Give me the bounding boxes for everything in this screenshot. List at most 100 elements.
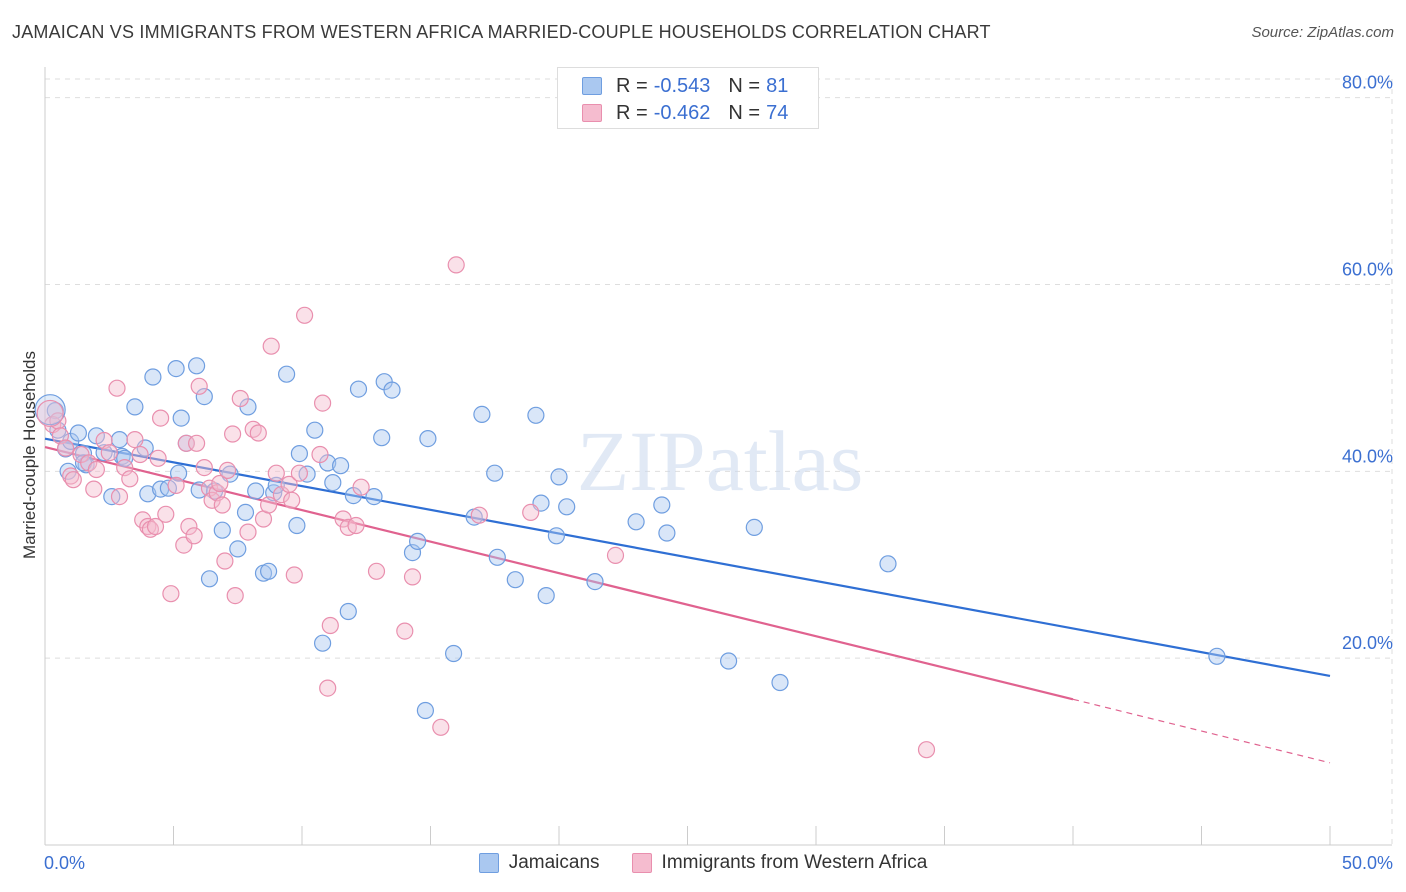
point-western-africa [314, 394, 332, 412]
point-jamaican [719, 652, 738, 670]
point-jamaican [771, 673, 789, 692]
y-tick-label: 40.0% [1342, 446, 1393, 466]
point-western-africa [216, 552, 234, 570]
legend-item-jamaicans[interactable]: Jamaicans [478, 852, 600, 874]
point-jamaican [229, 540, 247, 558]
blue-swatch [478, 853, 499, 873]
point-jamaican [260, 562, 278, 580]
legend-item-western-africa[interactable]: Immigrants from Western Africa [631, 852, 928, 874]
point-western-africa [285, 566, 303, 584]
point-jamaican [409, 532, 427, 551]
point-jamaican [879, 555, 897, 573]
point-western-africa [211, 474, 229, 493]
point-western-africa [131, 445, 149, 464]
point-western-africa [167, 476, 185, 494]
point-jamaican [627, 513, 645, 531]
point-western-africa [260, 496, 278, 514]
point-jamaican [1208, 647, 1226, 665]
point-western-africa [249, 424, 267, 442]
point-jamaican [95, 444, 113, 462]
point-jamaican [537, 586, 555, 605]
point-western-africa [239, 523, 257, 541]
pink-swatch [582, 104, 602, 122]
watermark: ZIPatlas [577, 413, 864, 509]
point-jamaican [278, 365, 296, 383]
y-axis-label: Married-couple Households [20, 351, 39, 559]
point-western-africa [149, 449, 167, 467]
point-western-africa [319, 679, 337, 697]
stats-legend: R = -0.543 N = 81 R = -0.462 N = 74 [557, 67, 819, 129]
point-western-africa [224, 425, 242, 443]
y-tick-label: 60.0% [1342, 260, 1393, 280]
point-jamaican [306, 421, 324, 439]
point-western-africa [87, 460, 106, 479]
x-tick-label: 0.0% [44, 853, 85, 873]
blue-swatch [582, 77, 602, 95]
trend-extension-western-africa [1072, 698, 1331, 764]
stats-row-western-africa: R = -0.462 N = 74 [582, 100, 788, 126]
point-western-africa [917, 741, 936, 759]
point-jamaican [365, 488, 383, 506]
chart-title: JAMAICAN VS IMMIGRANTS FROM WESTERN AFRI… [12, 22, 991, 42]
point-jamaican [349, 380, 368, 398]
point-jamaican [69, 424, 88, 442]
point-jamaican [213, 521, 231, 539]
point-western-africa [36, 399, 64, 428]
point-jamaican [527, 406, 545, 424]
point-jamaican [314, 634, 332, 652]
point-jamaican [200, 570, 219, 588]
point-jamaican [383, 381, 401, 399]
trend-line-jamaicans [44, 437, 1331, 678]
point-western-africa [290, 464, 308, 482]
series-legend: Jamaicans Immigrants from Western Africa [0, 852, 1406, 874]
point-jamaican [288, 516, 306, 535]
point-western-africa [116, 459, 134, 477]
legend-label: Immigrants from Western Africa [661, 852, 928, 873]
point-jamaican [113, 447, 131, 465]
point-jamaican [473, 405, 491, 423]
point-western-africa [146, 517, 165, 536]
point-western-africa [121, 470, 139, 488]
point-western-africa [108, 379, 126, 397]
point-western-africa [100, 444, 118, 462]
point-jamaican [339, 602, 357, 621]
n-label: N = [728, 74, 761, 97]
point-jamaican [416, 701, 434, 720]
axes [44, 67, 1392, 846]
source-credit: Source: ZipAtlas.com [1251, 24, 1394, 41]
point-jamaican [110, 431, 129, 449]
point-jamaican [247, 482, 265, 500]
grid [45, 78, 1393, 845]
trend-lines [44, 437, 1331, 764]
stats-row-jamaicans: R = -0.543 N = 81 [582, 73, 788, 99]
n-value: 81 [766, 74, 789, 97]
point-jamaican [59, 462, 77, 480]
point-western-africa [213, 496, 231, 514]
point-western-africa [226, 586, 244, 605]
point-western-africa [403, 568, 422, 586]
point-jamaican [144, 368, 162, 386]
point-jamaican [558, 498, 576, 516]
point-western-africa [218, 461, 237, 479]
point-western-africa [267, 464, 285, 482]
point-jamaican [324, 474, 342, 492]
point-western-africa [188, 434, 206, 452]
point-western-africa [141, 520, 159, 538]
point-jamaican [547, 527, 566, 545]
point-western-africa [367, 562, 386, 580]
point-jamaican [506, 571, 524, 589]
point-western-africa [152, 409, 170, 427]
point-western-africa [396, 622, 414, 640]
point-western-africa [231, 389, 249, 408]
trend-line-western-africa [44, 445, 1074, 701]
point-jamaican [167, 360, 185, 378]
point-jamaican [653, 496, 671, 514]
point-western-africa [311, 445, 329, 464]
point-jamaican [488, 548, 506, 566]
point-jamaican [195, 388, 213, 406]
point-jamaican [332, 457, 350, 475]
point-western-africa [162, 585, 180, 603]
point-western-africa [347, 516, 365, 535]
x-tick-label: 50.0% [1342, 853, 1393, 873]
